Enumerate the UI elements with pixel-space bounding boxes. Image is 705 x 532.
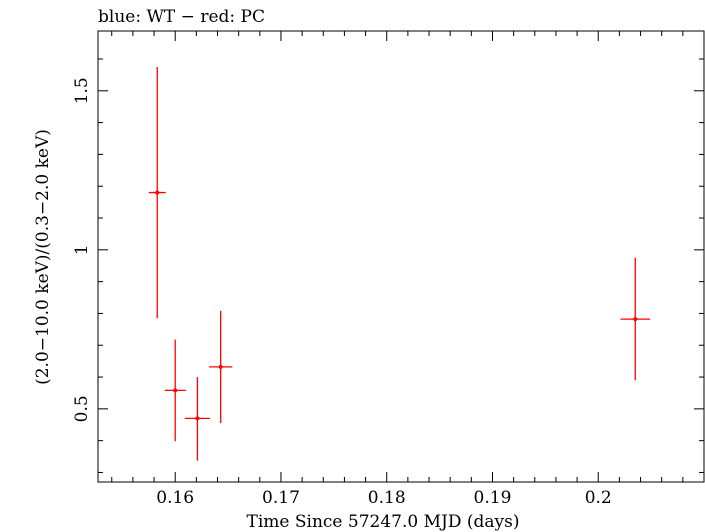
- data-point: [209, 310, 233, 424]
- y-tick-label: 1: [72, 244, 92, 255]
- x-tick-label: 0.16: [156, 488, 194, 508]
- x-tick-label: 0.18: [368, 488, 406, 508]
- point-marker: [195, 416, 200, 421]
- point-marker: [218, 364, 223, 369]
- x-tick-label: 0.19: [474, 488, 512, 508]
- data-point: [620, 257, 651, 381]
- axis-tick-labels: 0.16 0.17 0.18 0.19 0.2 0.5 1 1.5: [72, 77, 612, 508]
- point-marker: [633, 317, 638, 322]
- x-axis-label: Time Since 57247.0 MJD (days): [247, 512, 520, 532]
- data-point: [184, 377, 211, 461]
- point-marker: [173, 388, 178, 393]
- point-marker: [155, 190, 160, 195]
- y-axis-label: (2.0−10.0 keV)/(0.3−2.0 keV): [33, 129, 53, 385]
- chart-title: blue: WT − red: PC: [98, 7, 265, 27]
- axis-ticks: [98, 31, 705, 482]
- data-points: [148, 66, 651, 461]
- x-tick-label: 0.17: [262, 488, 300, 508]
- x-tick-label: 0.2: [585, 488, 612, 508]
- data-point: [148, 66, 166, 319]
- data-point: [164, 339, 186, 442]
- plot-frame: [97, 30, 705, 483]
- y-tick-label: 1.5: [72, 77, 92, 104]
- y-tick-label: 0.5: [72, 395, 92, 422]
